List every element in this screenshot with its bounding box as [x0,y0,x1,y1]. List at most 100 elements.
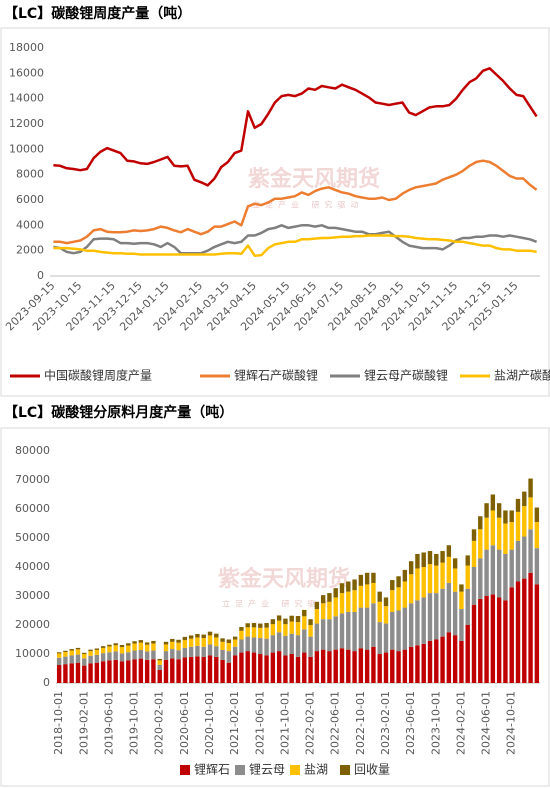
bar-segment [478,529,483,559]
bar-segment [232,655,238,683]
bar-segment [201,634,206,639]
bar-segment [289,633,294,654]
watermark-slogan: 立足产业 研究驱动 [252,200,364,210]
bar-segment [283,655,288,683]
legend-swatch [290,765,300,775]
x-tick-label: 2024-06-01 [480,691,493,755]
bar-segment [346,611,351,650]
bar-segment [534,507,540,523]
bar-segment [446,582,452,633]
bar-segment [427,640,433,683]
bar-segment [421,567,426,598]
bar-segment [534,548,540,585]
bar-segment [515,511,521,541]
bar-segment [396,576,401,588]
bar-segment [289,615,294,622]
bar-segment [396,610,401,652]
bar-segment [509,522,514,550]
bar-segment [251,627,257,638]
bar-segment [283,624,288,636]
bar-segment [151,659,156,683]
bar-segment [415,568,420,601]
bar-segment [245,623,250,628]
bar-segment [276,651,282,683]
bar-segment [258,623,263,628]
bar-segment [214,637,219,647]
bar-segment [119,645,125,648]
bar-segment [371,582,376,604]
bar-segment [364,572,370,585]
bar-segment [427,593,433,641]
bar-segment [522,578,527,683]
bar-segment [82,658,87,666]
x-tick-label: 2024-10-01 [505,691,518,755]
bar-segment [232,639,238,647]
y-tick-label: 20000 [15,618,50,631]
bar-segment [421,597,426,644]
bar-segment [459,609,464,641]
bar-segment [352,611,357,652]
bar-segment [113,643,118,646]
line-series [53,234,537,257]
bar-segment [314,623,320,652]
bar-segment [452,635,458,683]
bar-segment [163,651,169,660]
legend-label: 盐湖产碳酸锂 [494,368,550,383]
bar-segment [503,600,508,683]
bar-segment [251,637,257,653]
bar-segment [63,664,68,683]
bar-segment [440,551,445,563]
bar-segment [289,654,294,683]
bar-segment [452,558,458,569]
bar-segment [138,658,144,683]
bar-segment [371,572,376,583]
bar-segment [471,604,477,683]
bar-segment [138,640,144,643]
bar-segment [157,658,162,661]
bar-segment [440,562,445,589]
bar-segment [320,603,326,620]
bar-segment [302,609,307,617]
bar-segment [515,540,521,582]
bar-segment [258,638,263,654]
x-tick-label: 2018-10-01 [52,691,65,755]
bar-segment [144,659,150,683]
bar-segment [333,616,338,650]
bar-segment [283,635,288,656]
bar-segment [75,649,81,655]
bar-segment [188,638,194,647]
bar-segment [176,642,181,651]
bar-segment [157,660,162,665]
bar-segment [63,656,68,665]
bar-segment [383,606,389,624]
y-tick-label: 12000 [9,117,44,130]
bar-segment [289,621,294,634]
bar-segment [396,651,401,683]
bar-segment [390,611,395,650]
bar-segment [396,587,401,611]
bar-segment [100,661,106,683]
y-tick-label: 8000 [16,168,44,181]
bar-segment [415,553,420,569]
bar-segment [364,649,370,683]
bar-segment [270,652,276,683]
y-tick-label: 30000 [15,589,50,602]
y-tick-label: 10000 [15,647,50,660]
y-tick-label: 0 [43,676,50,689]
bar-segment [364,607,370,650]
bar-segment [490,510,496,546]
bar-segment [163,659,169,683]
bar-segment [371,646,376,683]
bar-segment [270,624,276,636]
bar-segment [107,646,112,653]
y-tick-label: 40000 [15,560,50,573]
bar-segment [503,523,508,554]
bar-segment [132,650,137,660]
legend-label: 锂云母产碳酸锂 [364,368,448,383]
bar-segment [364,584,370,608]
bar-segment [75,647,81,650]
y-tick-label: 2000 [16,244,44,257]
bar-segment [264,627,269,639]
bar-segment [56,665,62,683]
x-tick-label: 2021-10-01 [278,691,291,755]
